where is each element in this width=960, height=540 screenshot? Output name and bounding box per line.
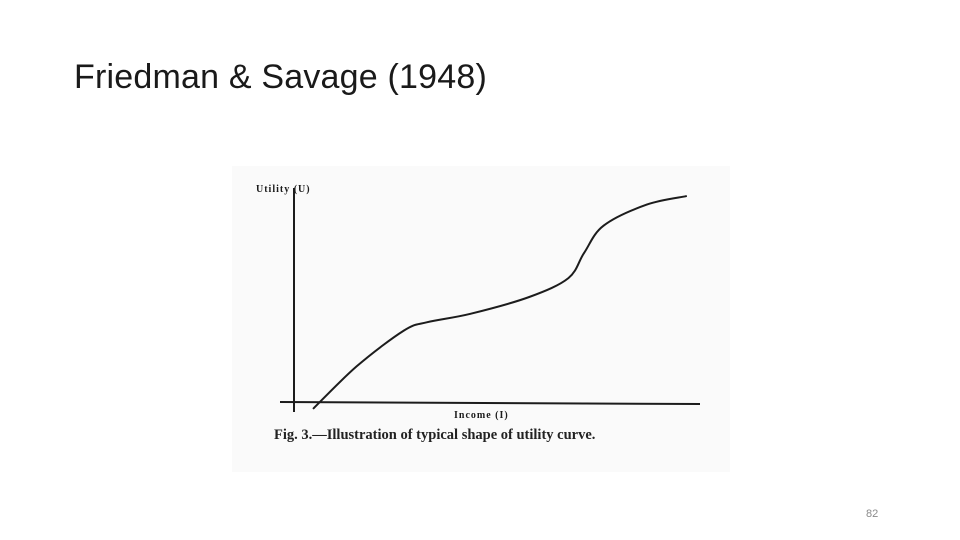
x-axis-label: Income (I) <box>454 410 509 421</box>
utility-curve-point <box>528 296 530 298</box>
y-axis-label: Utility (U) <box>256 184 311 195</box>
utility-curve-point <box>602 224 605 227</box>
utility-curve-point <box>469 313 472 315</box>
utility-curve-point <box>583 252 585 254</box>
utility-curve-point <box>685 195 687 197</box>
utility-curve-point <box>567 277 570 279</box>
utility-curve-point <box>312 407 315 410</box>
utility-curve-chart: Utility (U) Income (I) Fig. 3.—Illustrat… <box>256 184 701 443</box>
slide-title: Friedman & Savage (1948) <box>74 58 488 96</box>
page-number: 82 <box>866 508 879 520</box>
utility-curve-point <box>355 365 358 368</box>
figure-caption-container: Fig. 3.—Illustration of typical shape of… <box>274 427 596 443</box>
utility-curve-point <box>403 329 405 332</box>
utility-curve-figure: Utility (U) Income (I) Fig. 3.—Illustrat… <box>232 166 730 472</box>
figure-caption: Fig. 3.—Illustration of typical shape of… <box>274 427 596 443</box>
utility-curve-point <box>426 321 429 323</box>
x-axis <box>279 401 701 405</box>
series-layer <box>312 195 687 410</box>
utility-curve-point <box>646 203 648 206</box>
utility-curve-line <box>312 195 687 410</box>
